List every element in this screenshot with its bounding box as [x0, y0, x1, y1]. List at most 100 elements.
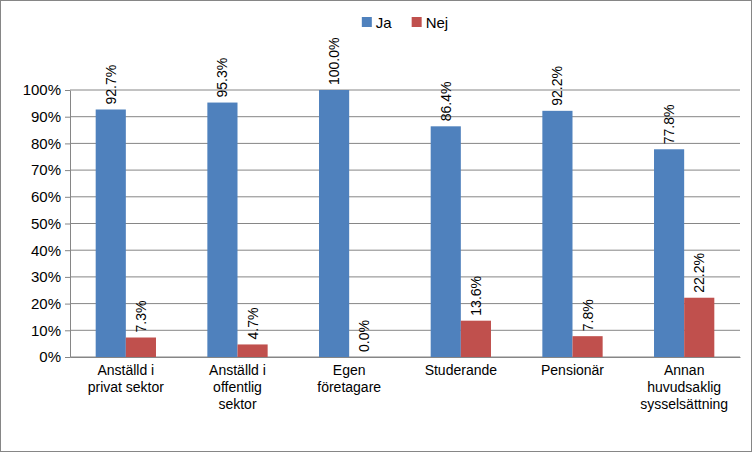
- x-tick-label: Studerande: [425, 362, 498, 378]
- data-label: 92.7%: [103, 65, 119, 105]
- x-tick: Anställd iprivat sektor: [88, 357, 165, 395]
- data-label: 13.6%: [468, 276, 484, 316]
- legend-item: Nej: [412, 14, 449, 31]
- y-tick-label: 70%: [31, 161, 61, 178]
- plot-area: 0% 10% 20% 30% 40% 50% 60% 70% 80% 90% 100% Anställ…: [23, 38, 741, 412]
- x-tick-label-line: offentlig: [213, 379, 262, 395]
- x-tick: Studerande: [425, 357, 498, 378]
- legend-swatch: [362, 17, 372, 27]
- data-labels: 92.7%95.3%100.0%86.4%92.2%77.8%7.3%4.7%0…: [103, 38, 707, 352]
- y-tick-label: 60%: [31, 188, 61, 205]
- data-label: 86.4%: [438, 82, 454, 122]
- x-tick-label: Egenföretagare: [317, 362, 381, 395]
- data-label: 7.3%: [133, 301, 149, 333]
- y-tick-label: 20%: [31, 295, 61, 312]
- y-tick-label: 30%: [31, 268, 61, 285]
- y-tick-mark: [65, 224, 70, 225]
- y-axis-line: [70, 91, 71, 358]
- y-tick-label: 10%: [31, 322, 61, 339]
- grid-line: [70, 357, 740, 358]
- y-tick-mark: [65, 250, 70, 251]
- y-tick-mark: [65, 357, 70, 358]
- chart-border: [1, 1, 752, 452]
- x-tick: Annanhuvudsakligsysselsättning: [640, 357, 728, 412]
- bar: [319, 90, 349, 357]
- y-tick-label: 80%: [31, 135, 61, 152]
- x-tick: Anställd ioffentligsektor: [209, 357, 266, 412]
- bar: [431, 126, 461, 357]
- y-tick-label: 100%: [23, 81, 61, 98]
- y-tick-label: 90%: [31, 108, 61, 125]
- legend-label: Nej: [426, 14, 449, 31]
- data-label: 77.8%: [661, 105, 677, 145]
- x-tick-label-line: privat sektor: [88, 379, 165, 395]
- grid-line: [70, 250, 740, 251]
- y-tick-mark: [65, 277, 70, 278]
- grid-line: [70, 330, 740, 331]
- y-tick-mark: [65, 143, 70, 144]
- y-tick: 20%: [31, 295, 70, 312]
- y-tick: 80%: [31, 135, 70, 152]
- bar: [238, 344, 268, 357]
- y-tick-mark: [65, 117, 70, 118]
- chart: 0% 10% 20% 30% 40% 50% 60% 70% 80% 90% 100% Anställ…: [0, 0, 752, 452]
- x-axis: Anställd iprivat sektorAnställd ioffentl…: [71, 357, 741, 412]
- data-label: 100.0%: [326, 38, 342, 85]
- x-tick-label: Pensionär: [541, 362, 604, 378]
- x-tick-label-line: Annan: [664, 362, 704, 378]
- x-tick-label-line: Studerande: [425, 362, 498, 378]
- legend-swatch: [412, 17, 422, 27]
- y-tick-mark: [65, 304, 70, 305]
- y-tick-mark: [65, 330, 70, 331]
- y-tick: 90%: [31, 108, 70, 125]
- x-tick-label-line: sektor: [218, 396, 256, 412]
- bars: [96, 90, 715, 357]
- grid-line: [70, 170, 740, 171]
- x-tick: Egenföretagare: [317, 357, 381, 395]
- data-label: 7.8%: [580, 299, 596, 331]
- bar: [573, 336, 603, 357]
- y-tick-label: 0%: [39, 348, 61, 365]
- bar: [349, 357, 379, 358]
- bar: [126, 338, 156, 357]
- bar: [654, 149, 684, 357]
- y-tick: 100%: [23, 81, 70, 98]
- data-label: 0.0%: [356, 320, 372, 352]
- x-tick-label-line: Anställd i: [209, 362, 266, 378]
- bar-series: [126, 298, 714, 357]
- bar: [461, 321, 491, 357]
- x-tick: Pensionär: [541, 357, 604, 378]
- x-tick-label: Anställd iprivat sektor: [88, 362, 165, 395]
- bar: [684, 298, 714, 357]
- grid-line: [70, 196, 740, 197]
- bar-series: [96, 90, 684, 357]
- bar: [96, 109, 126, 357]
- grid-line: [70, 303, 740, 304]
- grid-line: [70, 116, 740, 117]
- x-tick-label: Anställd ioffentligsektor: [209, 362, 266, 412]
- x-axis-line: [71, 357, 741, 358]
- data-label: 4.7%: [245, 308, 261, 340]
- x-tick-label-line: företagare: [317, 379, 381, 395]
- legend-label: Ja: [376, 14, 393, 31]
- data-label: 92.2%: [549, 66, 565, 106]
- x-tick-label-line: Pensionär: [541, 362, 604, 378]
- y-tick: 0%: [39, 348, 70, 365]
- grid-line: [70, 143, 740, 144]
- x-tick-label: Annanhuvudsakligsysselsättning: [640, 362, 728, 412]
- grid-line: [70, 276, 740, 277]
- y-tick-mark: [65, 170, 70, 171]
- y-tick: 10%: [31, 322, 70, 339]
- x-tick-label-line: huvudsaklig: [647, 379, 721, 395]
- x-tick-label-line: sysselsättning: [640, 396, 728, 412]
- y-tick: 70%: [31, 161, 70, 178]
- data-label: 22.2%: [691, 253, 707, 293]
- legend-item: Ja: [362, 14, 393, 31]
- grid: [70, 90, 740, 357]
- y-tick-label: 40%: [31, 242, 61, 259]
- x-tick-label-line: Egen: [333, 362, 366, 378]
- bar: [207, 103, 237, 357]
- legend: Ja Nej: [362, 14, 448, 31]
- y-tick-mark: [65, 197, 70, 198]
- y-tick: 50%: [31, 215, 70, 232]
